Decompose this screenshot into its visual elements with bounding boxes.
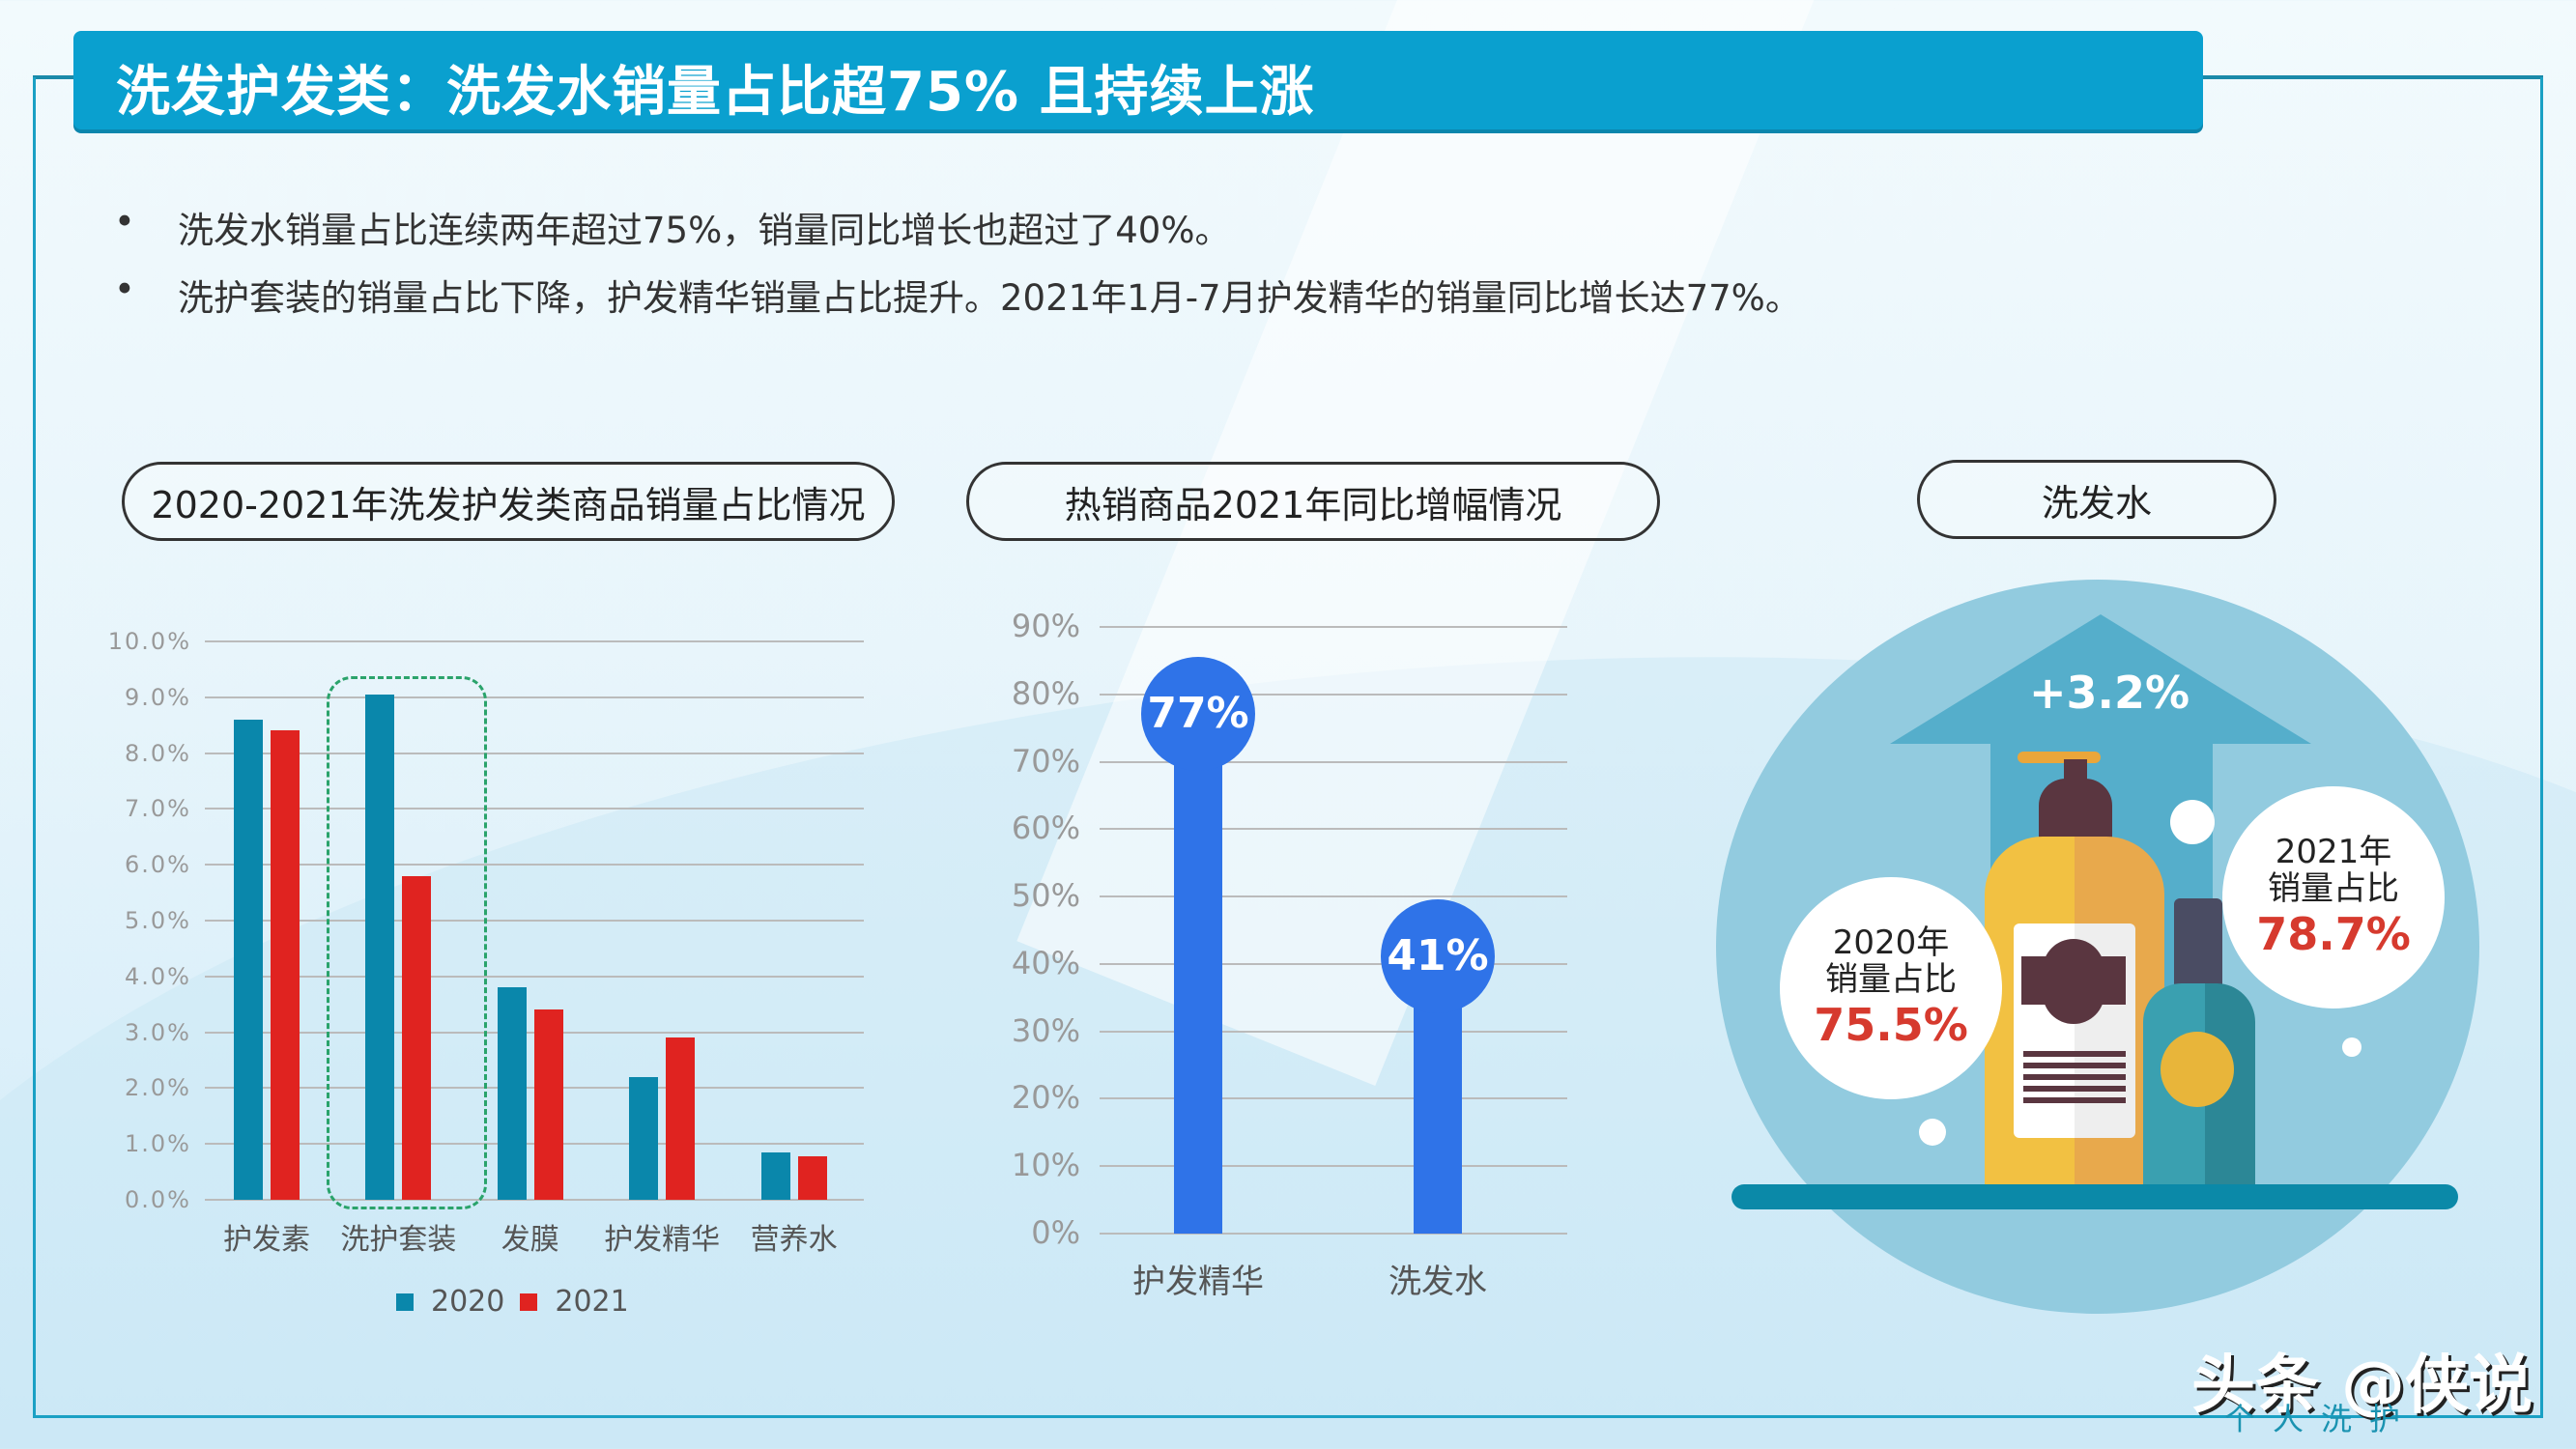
label-lines [2023,1051,2126,1109]
gridline [205,640,864,642]
x-tick-label: 营养水 [750,1223,838,1257]
y-tick-label: 2.0% [125,1074,191,1102]
highlight-box [327,676,487,1209]
x-tick-label: 护发精华 [1132,1263,1264,1301]
label-band [2021,956,2126,1005]
y-tick-label: 90% [1011,608,1080,644]
x-tick-label: 护发精华 [604,1223,721,1257]
legend-2021-label: 2021 [555,1285,629,1319]
gridline [1100,895,1567,898]
y-tick-label: 40% [1011,944,1080,981]
y-tick-label: 20% [1011,1079,1080,1117]
y-tick-label: 4.0% [125,962,191,990]
bar-2021 [666,1037,696,1200]
gridline [1100,760,1567,763]
small-bottle-cap [2174,898,2222,987]
gridline [205,808,864,810]
lollipop-chart-growth: 77% 41% [1100,626,1567,1235]
share-2021-circle: 2021年 销量占比 78.7% [2222,786,2445,1009]
legend-2021-swatch [520,1293,538,1311]
chart-legend: 2020 2021 [396,1285,629,1319]
share-2020-circle: 2020年 销量占比 75.5% [1780,877,2002,1099]
y-tick-label: 3.0% [125,1018,191,1046]
bar-2020 [497,987,527,1200]
gridline [205,975,864,978]
bar-2020 [234,719,263,1200]
gridline [205,864,864,867]
y-tick-label: 10.0% [107,628,191,655]
share-2020-value: 75.5% [1814,999,1968,1051]
share-2021-label: 销量占比 [2268,869,2399,908]
bullet-item: 洗护套装的销量占比下降，护发精华销量占比提升。2021年1月-7月护发精华的销量… [114,269,1801,336]
x-tick-label: 发膜 [501,1223,559,1257]
gridline [1100,1233,1567,1235]
title-bar: 洗发护发类：洗发水销量占比超75% 且持续上涨 [73,31,2203,129]
x-tick-label: 洗发水 [1388,1263,1487,1301]
bar-2020 [629,1076,659,1200]
up-arrow-icon [1890,614,2311,744]
watermark: 头条 @侠说 [2191,1348,2533,1422]
gridline [205,696,864,698]
x-tick-label: 护发素 [223,1223,310,1257]
y-tick-label: 6.0% [125,851,191,879]
share-2021-value: 78.7% [2256,908,2411,960]
bottle-cap [2039,779,2112,842]
bar-2020 [760,1151,790,1200]
watermark-sub: 个人洗护 [2224,1401,2419,1437]
legend-2020-swatch [396,1293,414,1311]
share-2021-year: 2021年 [2275,833,2392,871]
shelf [1732,1184,2458,1209]
bar-chart-share [205,640,864,1201]
bubble-dot [2170,800,2215,844]
y-tick-label: 80% [1011,674,1080,712]
growth-value: +3.2% [2029,667,2190,719]
x-tick-label: 洗护套装 [340,1223,457,1257]
y-tick-label: 0% [1031,1214,1080,1251]
bubble-dot [2342,1037,2361,1057]
bar-2020 [365,694,395,1200]
pump-nozzle [2018,752,2101,763]
y-tick-label: 30% [1011,1011,1080,1049]
middle-chart-title: 热销商品2021年同比增幅情况 [966,462,1660,541]
left-chart-title: 2020-2021年洗发护发类商品销量占比情况 [122,462,895,541]
gridline [205,752,864,754]
y-tick-label: 50% [1011,877,1080,915]
small-bottle-label [2161,1032,2234,1107]
y-tick-label: 0.0% [125,1186,191,1213]
share-2020-label: 销量占比 [1825,960,1957,999]
y-tick-label: 1.0% [125,1130,191,1158]
gridline [1100,693,1567,696]
share-2020-year: 2020年 [1832,923,1950,962]
bar-2021 [271,730,300,1200]
bubble-dot [1919,1119,1946,1146]
right-panel-title: 洗发水 [1917,460,2276,539]
bar-2021 [402,875,432,1200]
bar-2021 [533,1009,563,1200]
gridline [1100,828,1567,831]
bullet-list: 洗发水销量占比连续两年超过75%，销量同比增长也超过了40%。 洗护套装的销量占… [114,201,1801,336]
gridline [1100,1165,1567,1168]
y-tick-label: 7.0% [125,795,191,823]
bar-2021 [797,1155,827,1200]
y-tick-label: 8.0% [125,739,191,767]
slide-frame [33,77,2543,1418]
gridline [1100,962,1567,965]
lollipop-bubble: 77% [1141,656,1255,771]
y-tick-label: 5.0% [125,907,191,934]
y-tick-label: 60% [1011,810,1080,847]
y-tick-label: 9.0% [125,683,191,711]
gridline [1100,626,1567,628]
gridline [205,920,864,922]
gridline [1100,1030,1567,1033]
page-title: 洗发护发类：洗发水销量占比超75% 且持续上涨 [116,61,1315,124]
y-tick-label: 10% [1011,1147,1080,1184]
lollipop-bubble: 41% [1381,898,1495,1013]
legend-2020-label: 2020 [431,1285,505,1319]
gridline [1100,1097,1567,1100]
bullet-item: 洗发水销量占比连续两年超过75%，销量同比增长也超过了40%。 [114,201,1801,269]
gridline [205,1199,864,1201]
y-tick-label: 70% [1011,742,1080,780]
lollipop-stem [1174,714,1222,1234]
